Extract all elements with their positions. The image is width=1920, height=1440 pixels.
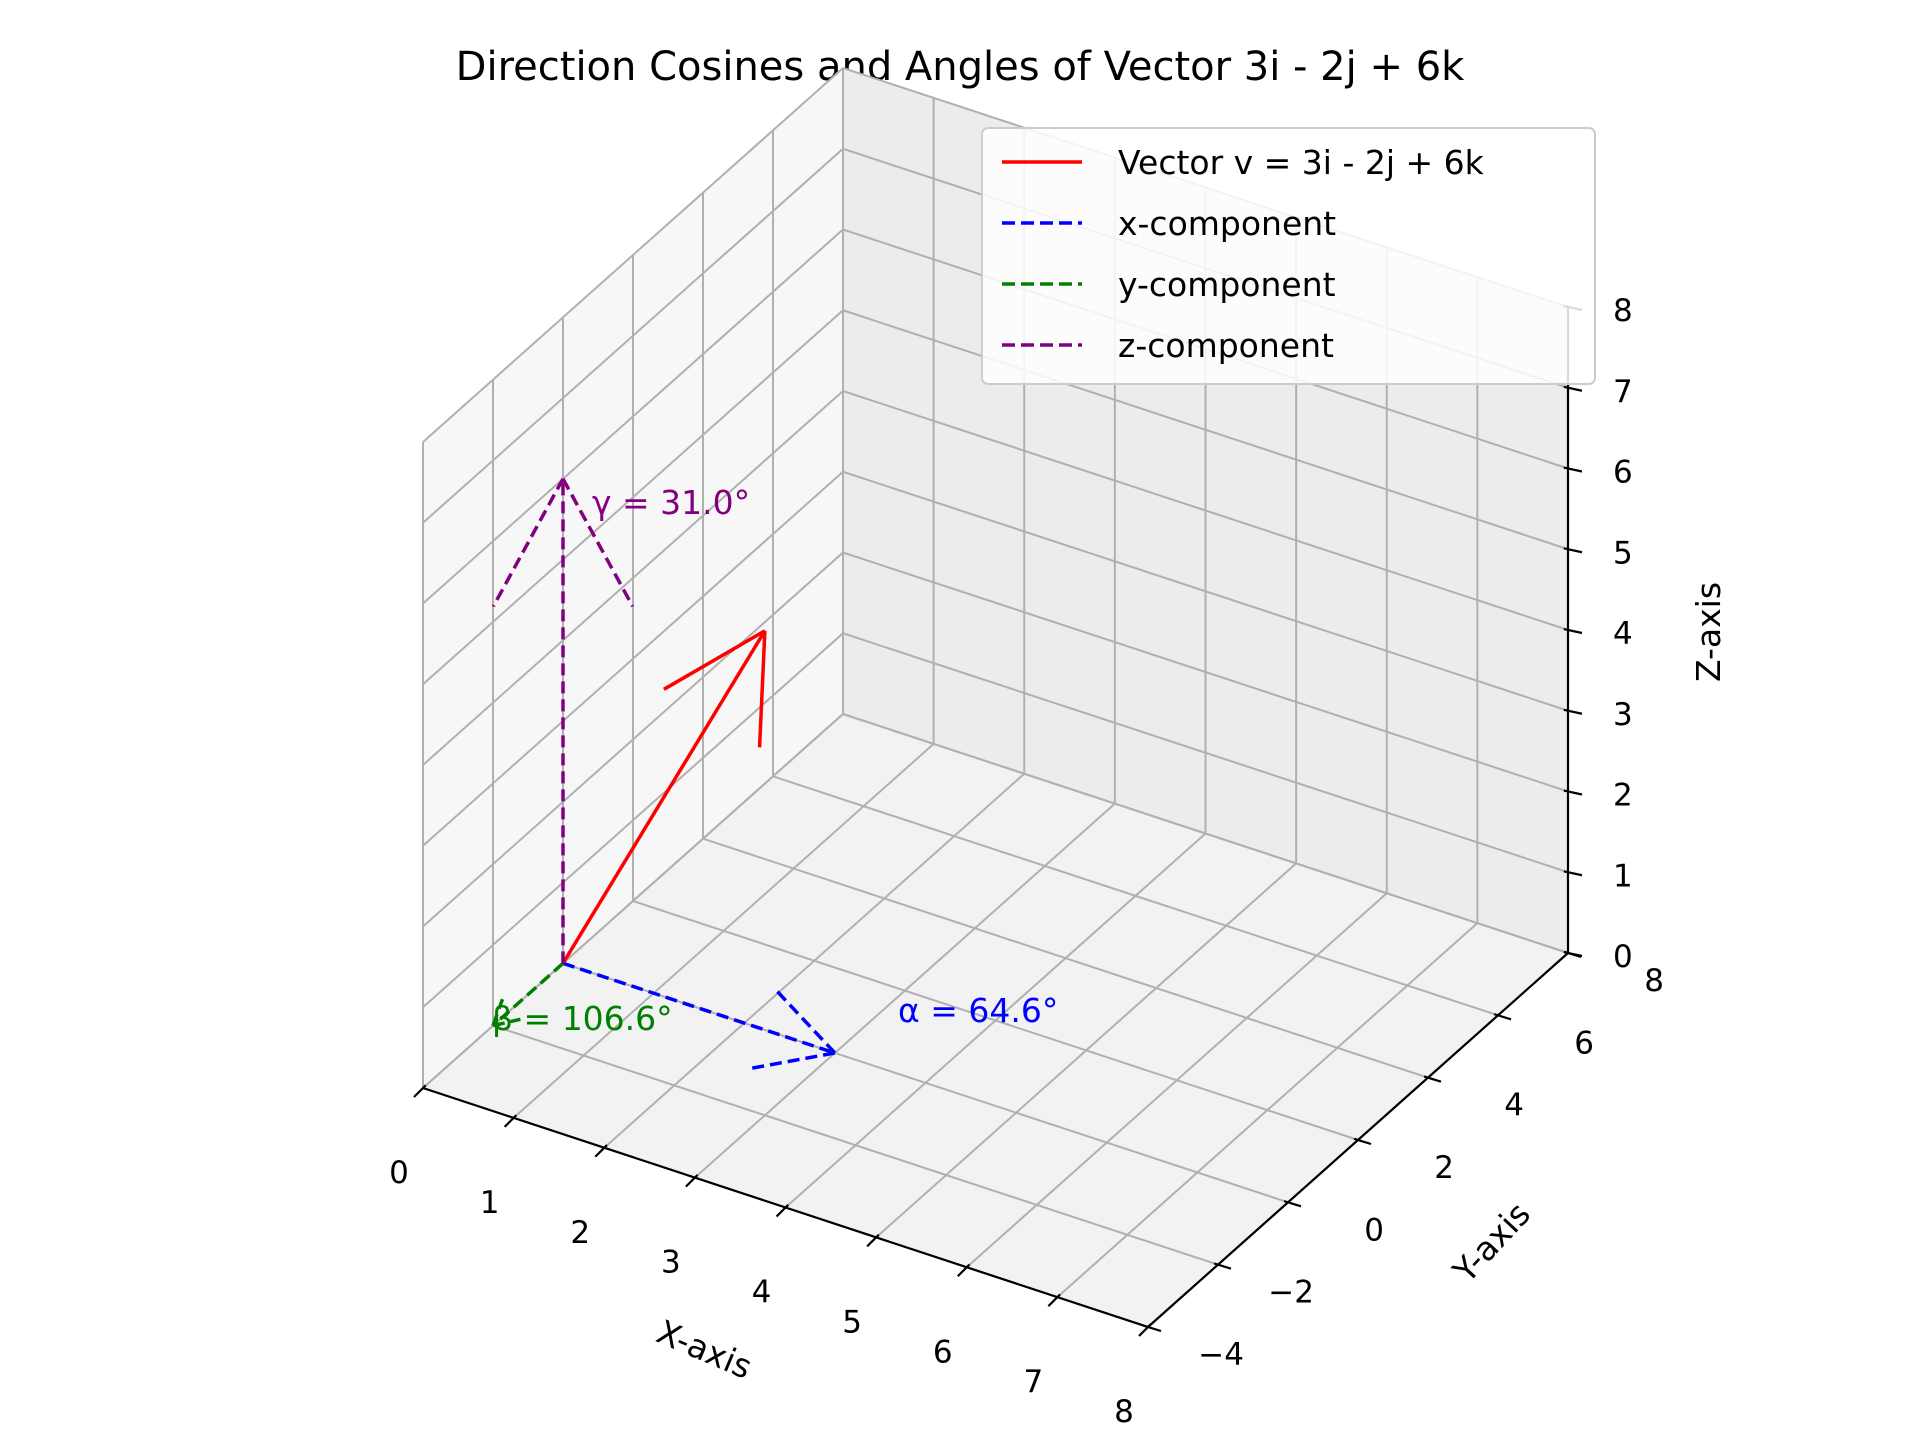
x-tick-mark bbox=[503, 1114, 518, 1128]
y-tick-mark bbox=[1353, 1137, 1372, 1146]
z-tick-label: 8 bbox=[1613, 293, 1633, 329]
x-tick-mark bbox=[1047, 1293, 1061, 1307]
x-tick-label: 7 bbox=[1024, 1364, 1044, 1400]
y-tick-label: −2 bbox=[1268, 1275, 1314, 1311]
grid-line-left-z bbox=[422, 309, 844, 685]
x-tick-mark bbox=[956, 1263, 971, 1278]
z-tick-mark bbox=[1563, 708, 1583, 715]
y-tick-label: −4 bbox=[1198, 1337, 1244, 1373]
series-line-1 bbox=[562, 961, 836, 1055]
grid-line-left-z bbox=[422, 632, 844, 1008]
y-tick-mark bbox=[1493, 1013, 1512, 1021]
annotation-alpha: α = 64.6° bbox=[898, 991, 1058, 1030]
z-tick-label: 4 bbox=[1613, 616, 1633, 652]
x-tick-label: 6 bbox=[933, 1334, 953, 1370]
grid-line-left-z bbox=[422, 148, 844, 524]
chart-title: Direction Cosines and Angles of Vector 3… bbox=[456, 44, 1465, 90]
x-tick-mark bbox=[775, 1204, 789, 1218]
arrowhead-0-1 bbox=[757, 630, 767, 748]
x-tick-mark bbox=[413, 1084, 427, 1098]
grid-line-back-z bbox=[842, 551, 1569, 793]
x-tick-label: 2 bbox=[570, 1215, 590, 1251]
arrowhead-2-1 bbox=[491, 998, 505, 1027]
y-tick-mark bbox=[1283, 1200, 1302, 1208]
x-tick-label: 4 bbox=[752, 1275, 772, 1311]
grid-line-floor-y bbox=[772, 775, 1499, 1017]
x-tick-label: 1 bbox=[480, 1185, 500, 1221]
x-tick-mark bbox=[866, 1233, 880, 1248]
x-tick-mark bbox=[594, 1144, 608, 1158]
z-axis-label: Z-axis bbox=[1689, 582, 1728, 682]
legend: Vector v = 3i - 2j + 6k x-component y-co… bbox=[981, 127, 1596, 385]
series-line-0 bbox=[561, 629, 767, 965]
annotation-gamma: γ = 31.0° bbox=[592, 483, 750, 522]
y-tick-label: 8 bbox=[1644, 963, 1664, 999]
x-tick-label: 8 bbox=[1114, 1394, 1134, 1430]
z-tick-label: 2 bbox=[1613, 778, 1633, 814]
z-tick-label: 7 bbox=[1613, 374, 1633, 410]
z-tick-mark bbox=[1563, 385, 1583, 392]
z-tick-mark bbox=[1563, 870, 1583, 877]
arrowhead-1-1 bbox=[750, 1051, 836, 1071]
y-tick-label: 2 bbox=[1434, 1150, 1454, 1186]
x-tick-mark bbox=[685, 1174, 699, 1188]
x-tick-label: 3 bbox=[661, 1245, 681, 1281]
series-line-2 bbox=[491, 962, 565, 1027]
annotation-beta: β = 106.6° bbox=[492, 999, 673, 1038]
y-tick-mark bbox=[1213, 1262, 1232, 1270]
arrowhead-2-0 bbox=[492, 1017, 521, 1028]
x-tick-label: 5 bbox=[842, 1304, 862, 1340]
arrowhead-3-0 bbox=[491, 477, 565, 608]
grid-line-left-z bbox=[422, 551, 844, 928]
grid-line-left-z bbox=[422, 471, 844, 847]
arrowhead-0-0 bbox=[663, 629, 766, 691]
grid-line-floor-y bbox=[632, 900, 1359, 1141]
y-tick-label: 4 bbox=[1504, 1088, 1524, 1124]
y-axis-label: Y-axis bbox=[1445, 1194, 1538, 1290]
legend-label-vector: Vector v = 3i - 2j + 6k bbox=[1118, 143, 1485, 182]
y-tick-mark bbox=[1143, 1324, 1162, 1333]
legend-label-x: x-component bbox=[1118, 204, 1336, 243]
grid-line-floor-y bbox=[702, 837, 1429, 1079]
grid-line-floor-y bbox=[492, 1024, 1219, 1266]
legend-label-z: z-component bbox=[1118, 326, 1334, 365]
arrowhead-3-1 bbox=[561, 477, 635, 608]
y-tick-mark bbox=[1423, 1075, 1442, 1083]
grid-line-back-z bbox=[842, 470, 1569, 712]
x-axis-label: X-axis bbox=[651, 1312, 757, 1387]
z-tick-mark bbox=[1563, 789, 1583, 796]
arrowhead-1-0 bbox=[774, 989, 837, 1055]
grid-line-back-z bbox=[842, 632, 1569, 874]
z-tick-label: 6 bbox=[1613, 455, 1633, 491]
z-tick-label: 3 bbox=[1613, 697, 1633, 733]
y-tick-label: 6 bbox=[1574, 1025, 1594, 1061]
grid-line-left-z bbox=[422, 390, 844, 766]
legend-frame bbox=[981, 127, 1596, 385]
z-tick-label: 1 bbox=[1613, 858, 1633, 894]
grid-line-left-z bbox=[422, 67, 844, 443]
legend-label-y: y-component bbox=[1118, 265, 1336, 304]
z-tick-mark bbox=[1563, 547, 1583, 554]
z-tick-mark bbox=[1563, 628, 1583, 635]
grid-line-back-z bbox=[842, 713, 1569, 954]
x-tick-label: 0 bbox=[389, 1155, 409, 1191]
y-tick-label: 0 bbox=[1364, 1212, 1384, 1248]
series-group bbox=[491, 477, 837, 1071]
z-tick-label: 0 bbox=[1613, 939, 1633, 975]
z-tick-mark bbox=[1563, 951, 1583, 958]
grid-line-back-z bbox=[842, 309, 1569, 551]
grid-line-left-z bbox=[422, 228, 844, 605]
z-tick-mark bbox=[1563, 466, 1583, 473]
z-tick-label: 5 bbox=[1613, 535, 1633, 571]
grid-line-back-z bbox=[842, 390, 1569, 631]
